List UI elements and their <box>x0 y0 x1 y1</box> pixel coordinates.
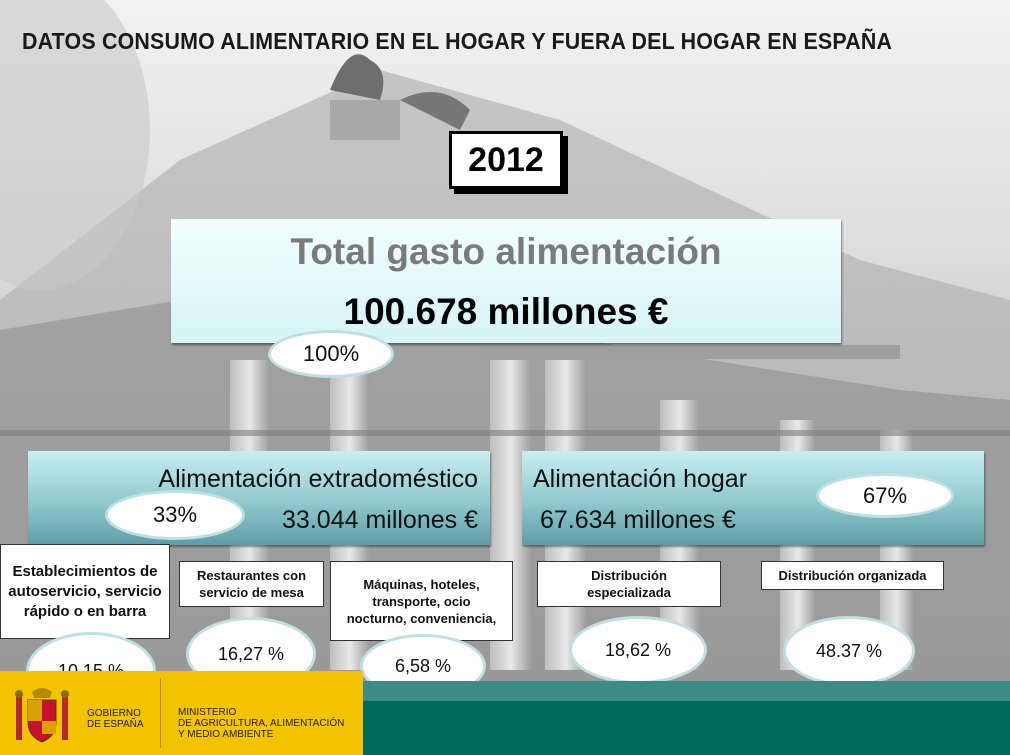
home-percent-oval: 67% <box>816 473 954 518</box>
home-value: 67.634 millones € <box>540 506 736 534</box>
total-label: Total gasto alimentación <box>290 231 722 272</box>
extradomestic-band: Alimentación extradoméstico 33.044 millo… <box>28 451 490 545</box>
footer-government-bar <box>0 671 363 755</box>
coat-of-arms-icon <box>15 688 69 743</box>
channel-box-restaurants: Restaurantes con servicio de mesa <box>179 561 324 607</box>
channel-oval-specialized: 18,62 % <box>569 616 707 684</box>
ministerio-label: MINISTERIO DE AGRICULTURA, ALIMENTACIÓN … <box>178 707 345 740</box>
channel-oval-organized: 48.37 % <box>783 616 915 686</box>
footer-divider <box>160 678 161 748</box>
extradomestic-percent-oval: 33% <box>105 490 245 540</box>
total-value: 100.678 millones € <box>343 291 669 332</box>
channel-box-specialized: Distribución especializada <box>537 561 721 607</box>
footer-green-bar <box>363 681 1010 755</box>
total-spending-box: Total gasto alimentación 100.678 millone… <box>171 219 841 343</box>
page-title: DATOS CONSUMO ALIMENTARIO EN EL HOGAR Y … <box>22 28 893 54</box>
home-label: Alimentación hogar <box>533 465 748 493</box>
extradomestic-label: Alimentación extradoméstico <box>158 465 478 493</box>
total-percent-oval: 100% <box>268 330 394 378</box>
year-box: 2012 <box>449 131 563 189</box>
extradomestic-value: 33.044 millones € <box>282 506 478 534</box>
channel-box-organized: Distribución organizada <box>761 561 944 590</box>
gobierno-label: GOBIERNO DE ESPAÑA <box>87 708 144 730</box>
channel-box-fast-service: Establecimientos de autoservicio, servic… <box>0 544 170 639</box>
channel-box-machines-hotels: Máquinas, hoteles, transporte, ocio noct… <box>330 561 513 641</box>
